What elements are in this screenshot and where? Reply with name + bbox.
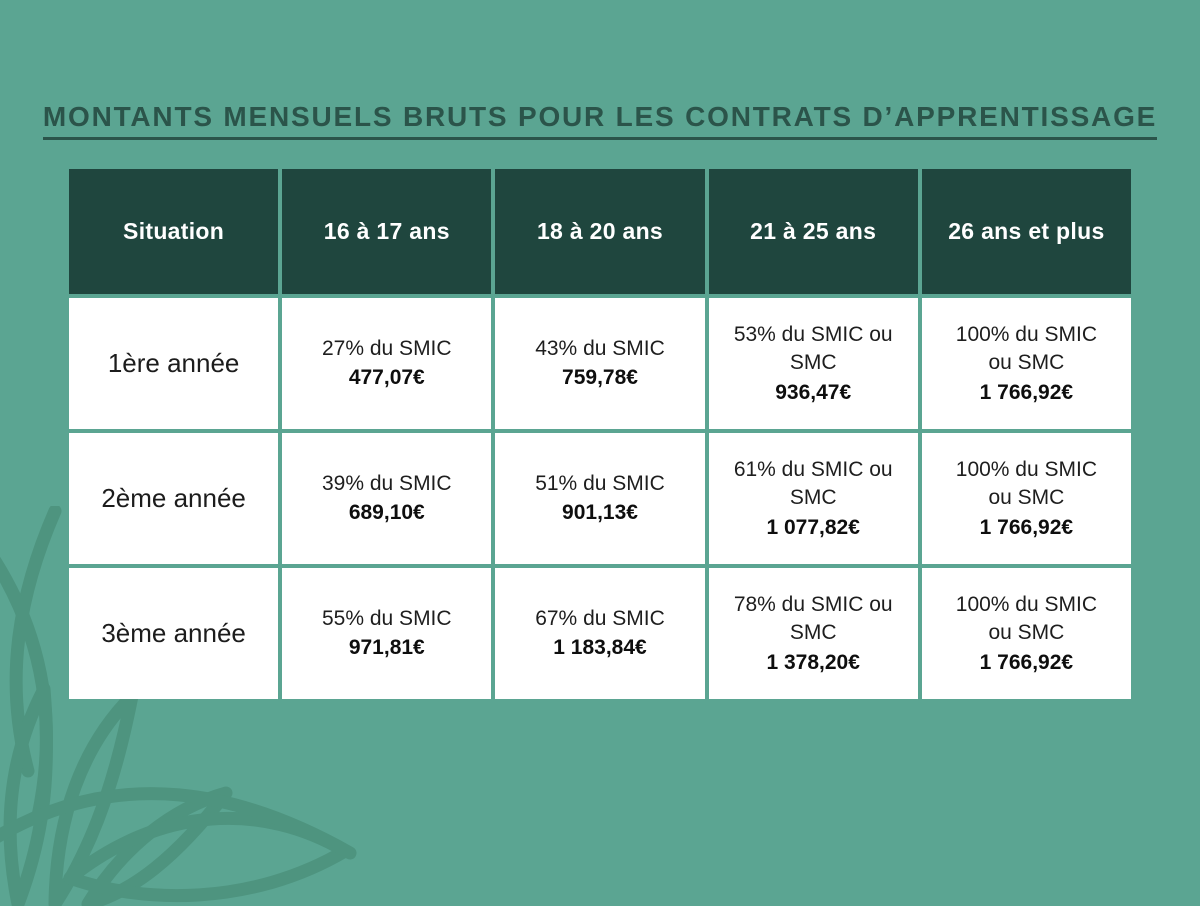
row-label-year2: 2ème année xyxy=(69,433,279,565)
percent-text: 27% du SMIC xyxy=(322,337,452,361)
page-title: MONTANTS MENSUELS BRUTS POUR LES CONTRAT… xyxy=(42,102,1158,141)
percent-text: 100% du SMIC ou SMC xyxy=(955,457,1098,510)
row-label-year3: 3ème année xyxy=(69,568,279,700)
cell-year2-26-plus: 100% du SMIC ou SMC 1 766,92€ xyxy=(921,433,1131,565)
cell-year1-26-plus: 100% du SMIC ou SMC 1 766,92€ xyxy=(921,298,1131,430)
amount-text: 901,13€ xyxy=(562,501,638,525)
cell-year2-21-25: 61% du SMIC ou SMC 1 077,82€ xyxy=(708,433,918,565)
row-label-text: 1ère année xyxy=(107,348,240,379)
amount-text: 689,10€ xyxy=(348,501,425,525)
leaf-stem xyxy=(0,787,357,860)
percent-text: 51% du SMIC xyxy=(535,472,665,496)
amount-text: 1 378,20€ xyxy=(766,650,860,674)
page-content: MONTANTS MENSUELS BRUTS POUR LES CONTRAT… xyxy=(0,102,1200,700)
amount-text: 936,47€ xyxy=(775,380,852,404)
percent-text: 55% du SMIC xyxy=(322,607,452,631)
amount-text: 759,78€ xyxy=(562,366,638,390)
amount-text: 1 766,92€ xyxy=(979,515,1074,539)
cell-year1-18-20: 43% du SMIC 759,78€ xyxy=(495,298,705,430)
amounts-table: Situation 16 à 17 ans 18 à 20 ans 21 à 2… xyxy=(69,169,1131,700)
percent-text: 61% du SMIC ou SMC xyxy=(733,457,893,510)
column-header-18-20: 18 à 20 ans xyxy=(495,169,705,295)
amount-text: 1 077,82€ xyxy=(766,515,860,539)
cell-year2-18-20: 51% du SMIC 901,13€ xyxy=(495,433,705,565)
amount-text: 1 766,92€ xyxy=(979,380,1074,404)
percent-text: 100% du SMIC ou SMC xyxy=(955,322,1098,375)
amount-text: 971,81€ xyxy=(348,636,425,660)
column-header-situation: Situation xyxy=(69,169,279,295)
cell-year1-21-25: 53% du SMIC ou SMC 936,47€ xyxy=(708,298,918,430)
percent-text: 78% du SMIC ou SMC xyxy=(733,592,893,645)
percent-text: 43% du SMIC xyxy=(535,337,665,361)
cell-year2-16-17: 39% du SMIC 689,10€ xyxy=(282,433,492,565)
cell-year3-26-plus: 100% du SMIC ou SMC 1 766,92€ xyxy=(921,568,1131,700)
row-label-text: 2ème année xyxy=(101,483,246,514)
leaf-blade-1 xyxy=(3,682,53,906)
percent-text: 100% du SMIC ou SMC xyxy=(955,592,1098,645)
cell-year3-16-17: 55% du SMIC 971,81€ xyxy=(282,568,492,700)
percent-text: 39% du SMIC xyxy=(322,472,452,496)
row-label-text: 3ème année xyxy=(101,618,246,649)
row-label-year1: 1ère année xyxy=(69,298,279,430)
page-root: { "page": { "title": "MONTANTS MENSUELS … xyxy=(0,102,1200,906)
percent-text: 67% du SMIC xyxy=(535,607,665,631)
leaf-big xyxy=(63,811,352,903)
amount-text: 477,07€ xyxy=(348,366,425,390)
column-header-26-plus: 26 ans et plus xyxy=(921,169,1131,295)
amount-text: 1 183,84€ xyxy=(553,636,647,660)
cell-year3-21-25: 78% du SMIC ou SMC 1 378,20€ xyxy=(708,568,918,700)
column-header-16-17: 16 à 17 ans xyxy=(282,169,492,295)
cell-year1-16-17: 27% du SMIC 477,07€ xyxy=(282,298,492,430)
title-area: MONTANTS MENSUELS BRUTS POUR LES CONTRAT… xyxy=(0,102,1200,141)
leaf-blade-2 xyxy=(48,689,139,906)
leaf-blade-3 xyxy=(81,786,233,906)
cell-year3-18-20: 67% du SMIC 1 183,84€ xyxy=(495,568,705,700)
percent-text: 53% du SMIC ou SMC xyxy=(733,322,893,375)
amount-text: 1 766,92€ xyxy=(979,650,1074,674)
column-header-21-25: 21 à 25 ans xyxy=(708,169,918,295)
